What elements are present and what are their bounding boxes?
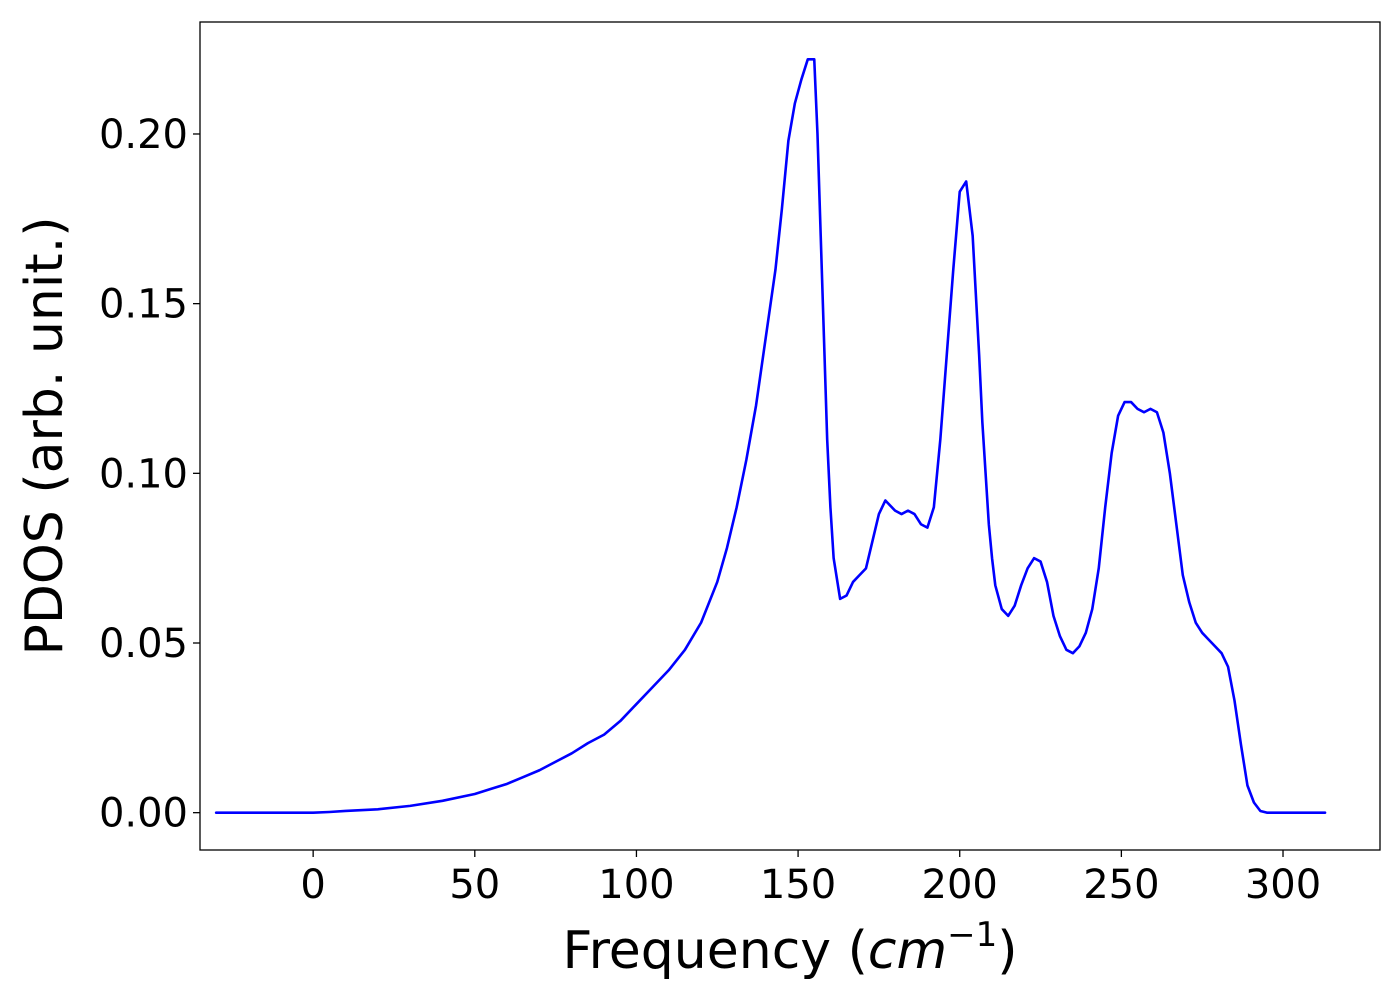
y-tick-label: 0.05 <box>99 621 188 667</box>
x-tick-label: 250 <box>1083 862 1159 908</box>
y-tick-label: 0.15 <box>99 282 188 328</box>
plot-background <box>200 22 1380 850</box>
x-tick-label: 200 <box>922 862 998 908</box>
x-tick-label: 300 <box>1245 862 1321 908</box>
x-axis-label: Frequency (cm−1) <box>562 915 1017 981</box>
x-tick-label: 100 <box>598 862 674 908</box>
y-axis-label: PDOS (arb. unit.) <box>15 216 75 655</box>
y-tick-label: 0.10 <box>99 451 188 497</box>
plot-frame <box>199 21 1381 851</box>
x-tick-label: 50 <box>449 862 500 908</box>
y-tick-label: 0.20 <box>99 112 188 158</box>
y-tick-label: 0.00 <box>99 791 188 837</box>
x-axis-label-exponent: −1 <box>947 915 997 955</box>
x-tick-label: 0 <box>300 862 325 908</box>
x-tick-label: 150 <box>760 862 836 908</box>
pdos-series-line <box>214 58 1327 814</box>
y-axis-ticks: 0.00 0.05 0.10 0.15 0.20 <box>99 112 200 837</box>
x-axis-ticks: 0 50 100 150 200 250 300 <box>300 850 1321 908</box>
